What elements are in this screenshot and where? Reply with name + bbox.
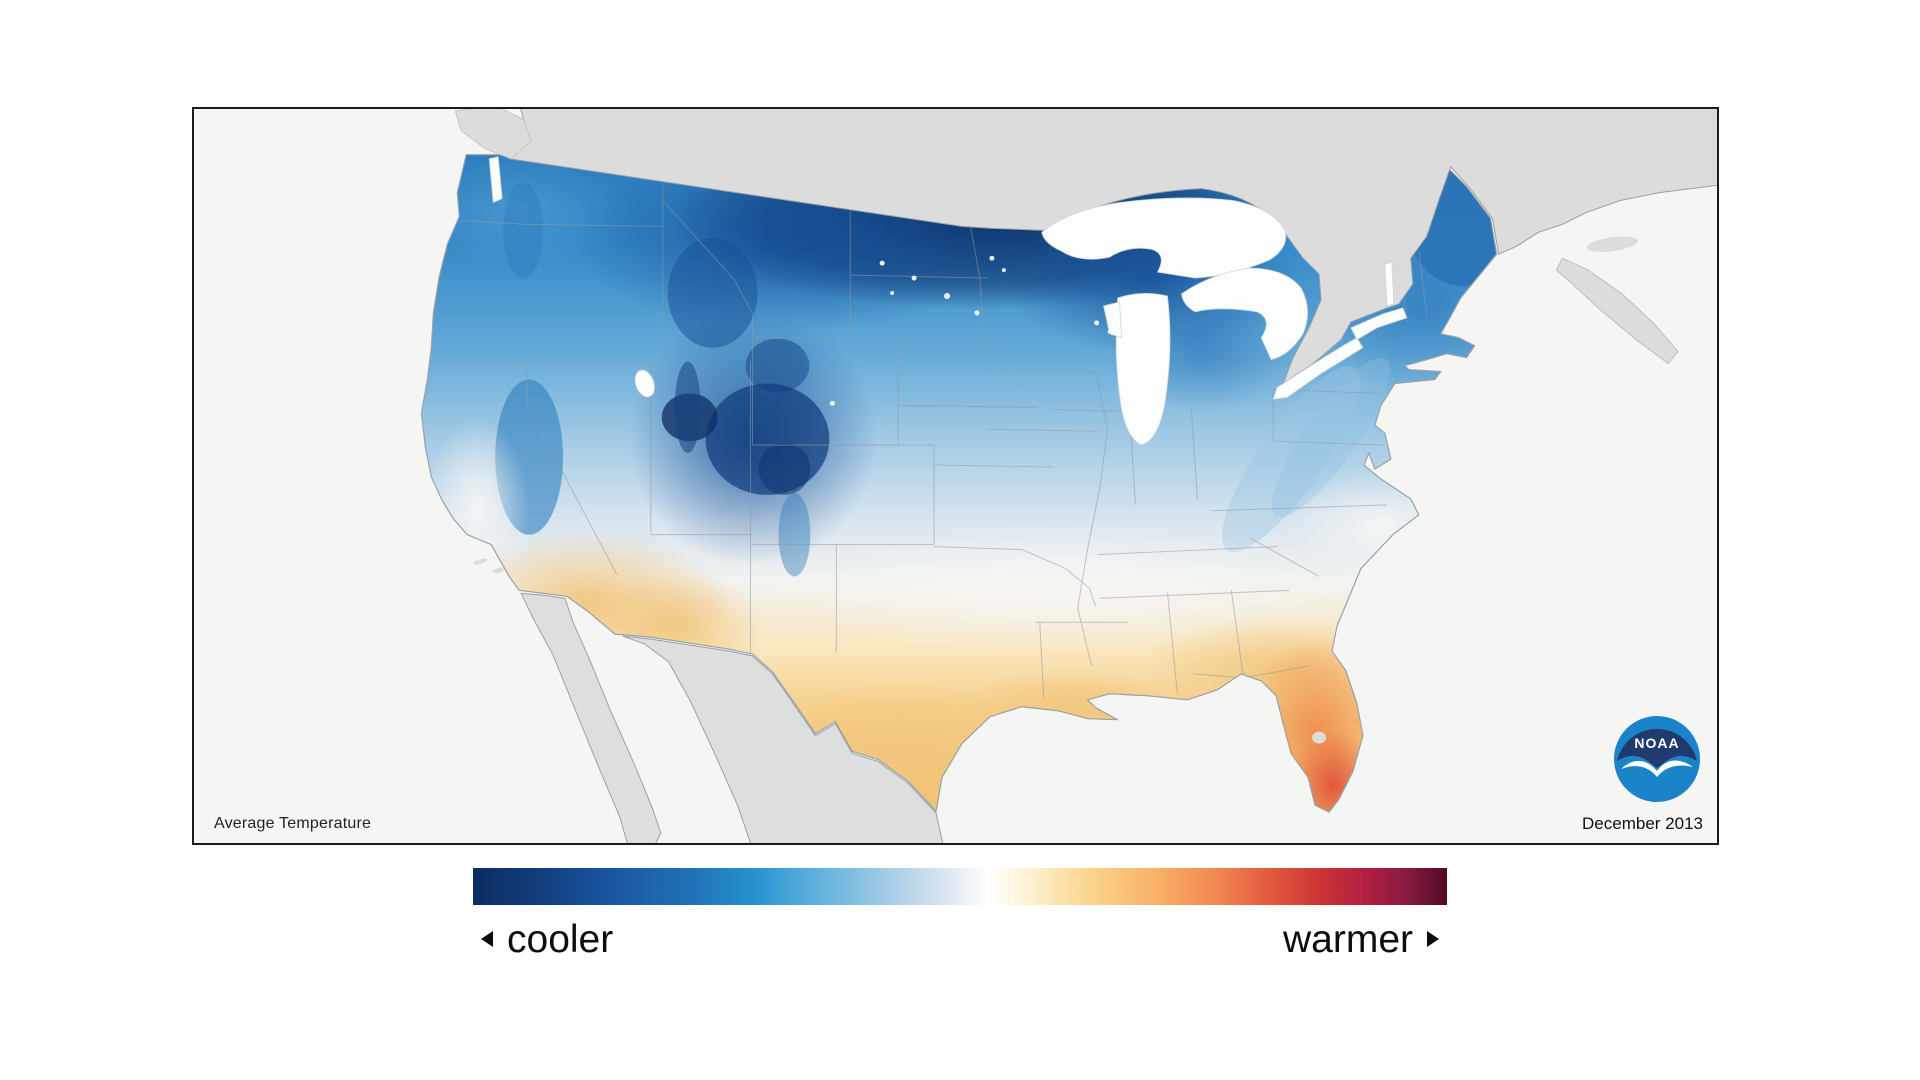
nova-scotia-landmass [1555,257,1679,365]
great-salt-lake [634,369,655,398]
channel-islands [473,558,505,574]
warmer-label: warmer [1282,917,1413,961]
lake-michigan [1115,293,1171,446]
cooler-label: cooler [507,917,614,961]
canada-landmass [508,109,1717,385]
temperature-colorbar [473,868,1447,905]
noaa-logo-text: NOAA [1634,735,1679,751]
noaa-logo: NOAA [1614,716,1700,802]
warmer-arrow-icon [1427,931,1439,947]
us-temperature-map [194,109,1717,843]
lake-erie [1272,337,1364,400]
cooler-arrow-icon [481,931,493,947]
legend-labels: cooler warmer [473,908,1447,970]
great-lakes [488,156,1408,744]
warmer-label-group: warmer [1283,920,1439,959]
mexico-landmass [622,635,944,843]
map-date: December 2013 [1582,814,1703,833]
cooler-label-group: cooler [481,920,613,959]
small-lakes [829,255,1112,406]
prince-edward-island [1586,236,1638,253]
vancouver-island [454,109,532,160]
lake-huron [1180,267,1308,361]
puget-sound [488,156,503,204]
noaa-logo-dome [1617,729,1697,768]
baja-california [520,592,662,843]
lake-champlain [1384,261,1395,307]
lake-okeechobee [1312,731,1327,744]
temperature-map-panel: NOAA Average Temperature December 2013 [192,107,1719,845]
noaa-gull-icon [1621,760,1693,777]
newfoundland-corner [1660,126,1717,171]
map-title: Average Temperature [214,815,372,832]
lake-ontario [1350,307,1408,341]
green-bay [1103,301,1122,339]
